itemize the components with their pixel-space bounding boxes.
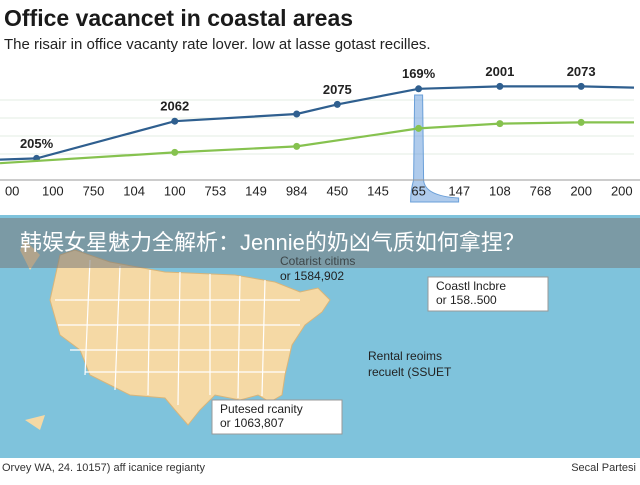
map-note: Rental reoims bbox=[368, 349, 442, 363]
map-callout: or 158..500 bbox=[436, 293, 497, 307]
map-callout: Coastl lncbre bbox=[436, 279, 506, 293]
point bbox=[333, 100, 341, 108]
point bbox=[415, 85, 423, 93]
data-label: 2062 bbox=[160, 99, 189, 114]
x-tick-label: 450 bbox=[326, 183, 348, 198]
data-label: 2073 bbox=[567, 64, 596, 79]
x-tick-label: 147 bbox=[448, 183, 470, 198]
map-note: recuelt (SSUET bbox=[368, 365, 452, 379]
banner-bg bbox=[0, 218, 640, 268]
x-tick-label: 100 bbox=[164, 183, 186, 198]
map-callout: Cotarist citims bbox=[280, 254, 355, 268]
x-tick-label: 104 bbox=[123, 183, 145, 198]
point bbox=[293, 110, 301, 118]
data-label: 2075 bbox=[323, 82, 352, 97]
x-tick-label: 65 bbox=[411, 183, 425, 198]
x-tick-label: 753 bbox=[205, 183, 227, 198]
highlight bbox=[410, 94, 460, 203]
chart-subtitle: The risair in office vacanty rate lover.… bbox=[4, 36, 431, 53]
map-callout: or 1584,902 bbox=[280, 269, 344, 283]
point bbox=[171, 117, 179, 125]
data-label: 205% bbox=[20, 136, 54, 151]
x-tick-label: 149 bbox=[245, 183, 267, 198]
plot: 00 100 750 104 100 753 149 984 450 145 65 147 108 768… bbox=[0, 64, 640, 203]
footer-right: Secal Partesi bbox=[571, 462, 636, 474]
x-tick-label: 200 bbox=[570, 183, 592, 198]
x-tick-label: 145 bbox=[367, 183, 389, 198]
x-tick-label: 984 bbox=[286, 183, 308, 198]
x-tick-label: 100 bbox=[42, 183, 64, 198]
point bbox=[496, 82, 504, 90]
state-lines bbox=[55, 259, 300, 406]
map-callout: or 1063,807 bbox=[220, 416, 284, 430]
map-callout: Putesed rcanity bbox=[220, 402, 303, 416]
banner-text: 韩娱女星魅力全解析：Jennie的奶凶气质如何拿捏？ bbox=[20, 230, 525, 255]
data-label: 169% bbox=[402, 66, 436, 81]
x-tick-label: 108 bbox=[489, 183, 511, 198]
point bbox=[577, 82, 585, 90]
point bbox=[293, 142, 301, 150]
data-label: 2001 bbox=[485, 64, 514, 79]
callout-box bbox=[427, 276, 549, 312]
x-tick-label: 750 bbox=[83, 183, 105, 198]
callout-box bbox=[211, 399, 343, 435]
point bbox=[171, 148, 179, 156]
x-tick-label: 768 bbox=[530, 183, 552, 198]
x-tick-label: 200 bbox=[611, 183, 633, 198]
point bbox=[415, 124, 423, 132]
point bbox=[496, 120, 504, 128]
footer-left: Orvey WA, 24. 10157) aff icanice regiant… bbox=[2, 462, 205, 474]
chart-title: Office vacancet in coastal areas bbox=[4, 5, 353, 31]
x-tick-label: 00 bbox=[5, 183, 19, 198]
point bbox=[577, 118, 585, 126]
